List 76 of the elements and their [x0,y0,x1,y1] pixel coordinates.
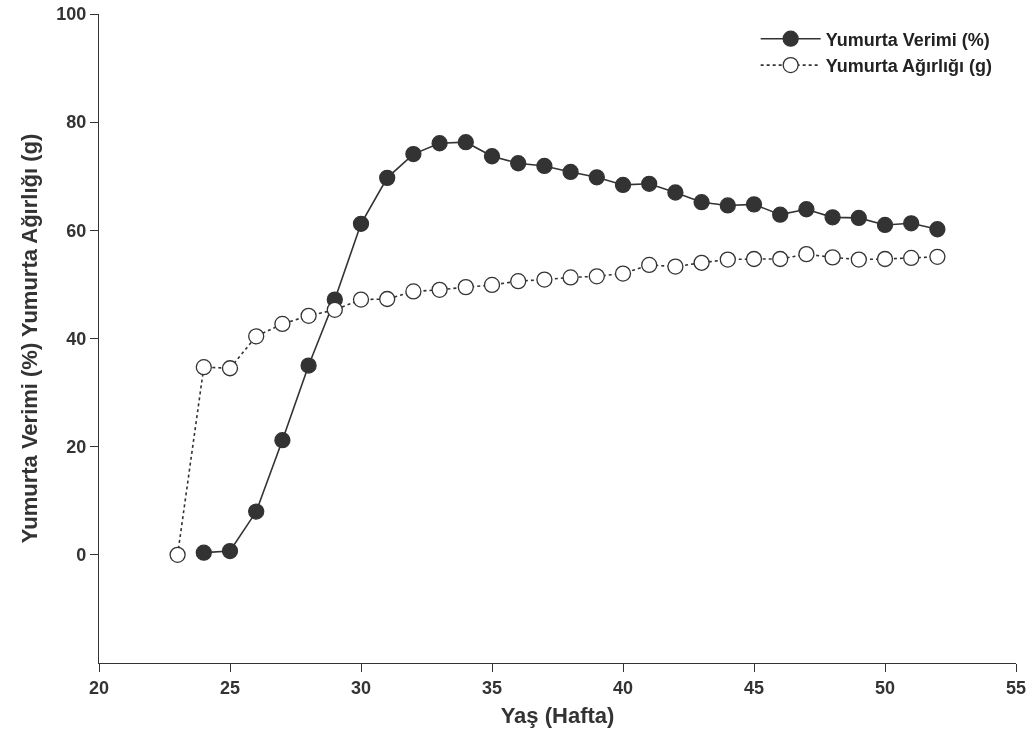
point [562,163,579,181]
y-tick-label: 0 [76,545,87,566]
y-tick-label: 100 [56,4,87,25]
point [274,432,291,449]
y-tick-label: 80 [66,112,87,133]
point [352,291,370,308]
y-tick-label: 20 [66,436,87,457]
point [326,301,343,318]
point [641,175,658,192]
point [824,209,841,226]
legend-label: Yumurta Verimi (%) [825,29,990,50]
legend-label: Yumurta Ağırlığı (g) [825,56,992,77]
point [352,215,370,232]
point [745,196,763,213]
x-tick-label: 25 [219,677,241,698]
point [850,209,867,227]
point [772,206,789,223]
point [195,544,212,561]
point [457,278,474,296]
point [300,307,317,324]
point [195,359,212,376]
point [876,216,894,234]
point [510,155,527,172]
point [405,145,422,163]
point [772,250,789,268]
point [221,360,239,377]
point [693,254,710,271]
point [588,169,605,186]
point [903,249,920,267]
point [588,268,605,285]
y-tick-label: 60 [66,220,87,241]
point [745,250,763,268]
x-axis-title: Yaş (Hafta) [500,702,615,728]
point [667,258,684,275]
point [693,194,710,211]
point [929,221,946,238]
point [562,269,579,286]
point [719,197,736,214]
point [169,546,186,563]
point [614,176,632,194]
x-tick-label: 40 [612,677,634,698]
point [457,134,474,151]
x-tick-label: 45 [743,677,765,698]
point [903,215,920,232]
x-tick-label: 20 [88,677,110,698]
x-tick-label: 30 [350,677,372,698]
point [641,256,658,274]
point [431,135,448,152]
point [483,148,501,165]
point [431,281,448,298]
point [850,251,867,268]
y-tick-label: 40 [66,328,87,349]
point [300,357,317,374]
point [379,169,396,187]
point [248,503,265,520]
point [274,315,291,333]
x-tick-label: 55 [1005,677,1027,698]
x-tick-label: 50 [874,677,896,698]
point [221,542,239,560]
point [614,265,632,282]
point [248,328,265,345]
point [798,201,815,218]
point [719,251,736,268]
point [483,276,501,294]
y-axis-title: Yumurta Verimi (%) Yumurta Ağırlığı (g) [17,133,43,544]
point [379,290,396,308]
point [798,245,815,263]
x-tick-label: 35 [481,677,503,698]
point [405,283,422,300]
point [929,248,946,265]
point [667,184,684,201]
point [876,250,894,268]
point [824,249,841,266]
point [510,273,527,290]
point [536,271,553,288]
point [536,157,553,175]
